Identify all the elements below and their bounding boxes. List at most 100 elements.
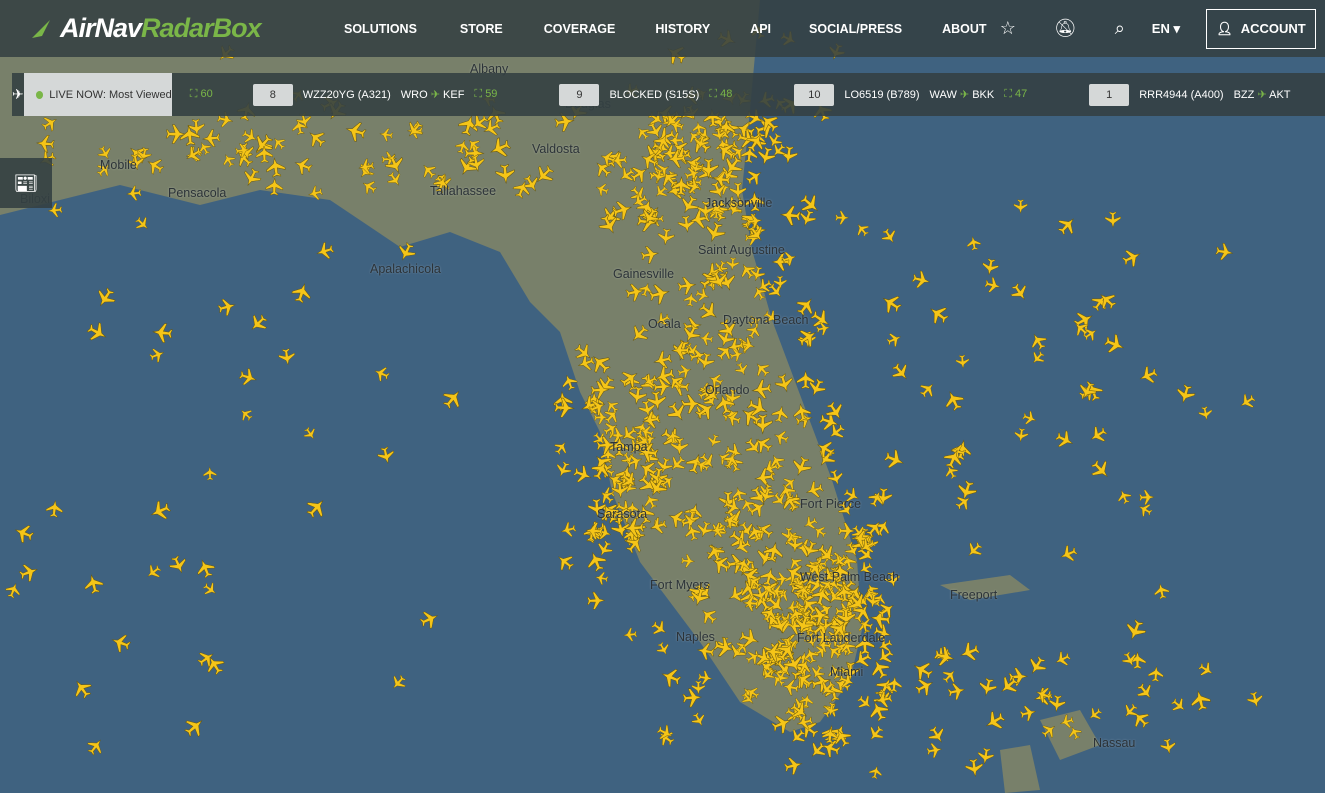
aircraft-icon[interactable] (127, 153, 145, 171)
aircraft-icon[interactable] (201, 580, 220, 599)
aircraft-icon[interactable] (1021, 409, 1038, 426)
aircraft-icon[interactable] (1153, 582, 1171, 600)
aircraft-icon[interactable] (762, 591, 788, 617)
aircraft-icon[interactable] (265, 177, 284, 196)
aircraft-icon[interactable] (691, 680, 706, 695)
aircraft-icon[interactable] (590, 380, 610, 400)
aircraft-icon[interactable] (572, 463, 594, 485)
aircraft-icon[interactable] (666, 149, 687, 168)
aircraft-icon[interactable] (821, 726, 839, 744)
aircraft-icon[interactable] (977, 747, 995, 765)
nav-about[interactable]: ABOUT (942, 21, 987, 36)
aircraft-icon[interactable] (457, 113, 481, 137)
aircraft-icon[interactable] (553, 550, 577, 574)
aircraft-icon[interactable] (746, 213, 763, 230)
aircraft-icon[interactable] (729, 182, 747, 200)
aircraft-icon[interactable] (805, 573, 828, 596)
aircraft-icon[interactable] (315, 241, 336, 262)
aircraft-icon[interactable] (697, 670, 713, 686)
aircraft-icon[interactable] (1053, 428, 1076, 451)
aircraft-icon[interactable] (913, 675, 937, 699)
nav-history[interactable]: HISTORY (655, 21, 711, 36)
aircraft-icon[interactable] (1215, 242, 1234, 261)
aircraft-icon[interactable] (603, 397, 621, 415)
aircraft-icon[interactable] (554, 397, 575, 418)
aircraft-icon[interactable] (683, 292, 698, 307)
aircraft-icon[interactable] (179, 124, 200, 146)
aircraft-icon[interactable] (744, 684, 762, 702)
aircraft-icon[interactable] (706, 433, 722, 449)
aircraft-icon[interactable] (762, 540, 785, 563)
aircraft-icon[interactable] (1115, 488, 1133, 506)
aircraft-icon[interactable] (623, 517, 645, 538)
aircraft-icon[interactable] (744, 648, 763, 667)
ticker-item[interactable]: 1 RRR4944 (A400) BZZ ✈ AKT (1089, 83, 1291, 106)
aircraft-icon[interactable] (721, 511, 741, 531)
aircraft-icon[interactable] (732, 536, 753, 557)
aircraft-icon[interactable] (682, 688, 703, 708)
aircraft-icon[interactable] (745, 573, 764, 592)
aircraft-icon[interactable] (217, 297, 238, 318)
aircraft-icon[interactable] (835, 602, 853, 620)
aircraft-icon[interactable] (878, 290, 904, 316)
aircraft-icon[interactable] (843, 589, 870, 616)
aircraft-icon[interactable] (720, 153, 746, 179)
aircraft-icon[interactable] (795, 584, 811, 600)
aircraft-icon[interactable] (641, 492, 660, 511)
aircraft-icon[interactable] (1104, 211, 1121, 229)
aircraft-icon[interactable] (671, 341, 690, 360)
aircraft-icon[interactable] (1034, 685, 1054, 705)
aircraft-icon[interactable] (1086, 705, 1104, 723)
aircraft-icon[interactable] (238, 367, 259, 388)
aircraft-icon[interactable] (782, 678, 800, 696)
aircraft-icon[interactable] (736, 128, 758, 150)
aircraft-icon[interactable] (638, 424, 655, 441)
aircraft-icon[interactable] (953, 492, 974, 513)
aircraft-icon[interactable] (652, 182, 671, 201)
aircraft-icon[interactable] (996, 673, 1022, 699)
aircraft-icon[interactable] (647, 390, 668, 411)
aircraft-icon[interactable] (1139, 489, 1155, 505)
aircraft-icon[interactable] (291, 118, 309, 136)
aircraft-icon[interactable] (783, 561, 807, 585)
aircraft-icon[interactable] (240, 166, 263, 189)
aircraft-icon[interactable] (187, 118, 206, 137)
aircraft-icon[interactable] (762, 308, 781, 327)
aircraft-icon[interactable] (789, 454, 813, 478)
aircraft-icon[interactable] (1013, 199, 1028, 214)
aircraft-icon[interactable] (1123, 618, 1149, 644)
aircraft-icon[interactable] (35, 134, 55, 153)
aircraft-icon[interactable] (857, 560, 875, 578)
aircraft-icon[interactable] (1136, 501, 1154, 519)
aircraft-icon[interactable] (1169, 695, 1189, 715)
aircraft-icon[interactable] (779, 635, 800, 656)
aircraft-icon[interactable] (307, 185, 324, 202)
aircraft-icon[interactable] (874, 645, 896, 667)
aircraft-icon[interactable] (1076, 379, 1099, 402)
aircraft-icon[interactable] (278, 348, 296, 366)
aircraft-icon[interactable] (165, 124, 187, 144)
aircraft-icon[interactable] (487, 135, 513, 161)
aircraft-icon[interactable] (783, 755, 804, 776)
aircraft-icon[interactable] (651, 168, 667, 184)
aircraft-icon[interactable] (696, 351, 716, 371)
aircraft-icon[interactable] (793, 294, 818, 319)
aircraft-icon[interactable] (653, 311, 672, 330)
aircraft-icon[interactable] (742, 435, 765, 458)
aircraft-icon[interactable] (714, 341, 737, 364)
aircraft-icon[interactable] (167, 554, 190, 577)
aircraft-icon[interactable] (984, 276, 1002, 294)
aircraft-icon[interactable] (203, 466, 217, 481)
aircraft-icon[interactable] (756, 110, 782, 136)
aircraft-icon[interactable] (601, 419, 620, 438)
aircraft-icon[interactable] (586, 591, 606, 610)
aircraft-icon[interactable] (759, 604, 780, 625)
aircraft-icon[interactable] (641, 410, 661, 430)
aircraft-icon[interactable] (270, 134, 289, 153)
aircraft-icon[interactable] (652, 350, 673, 371)
aircraft-icon[interactable] (610, 152, 628, 169)
aircraft-icon[interactable] (797, 191, 824, 218)
aircraft-icon[interactable] (759, 665, 778, 684)
aircraft-icon[interactable] (795, 325, 821, 351)
aircraft-icon[interactable] (808, 307, 834, 333)
